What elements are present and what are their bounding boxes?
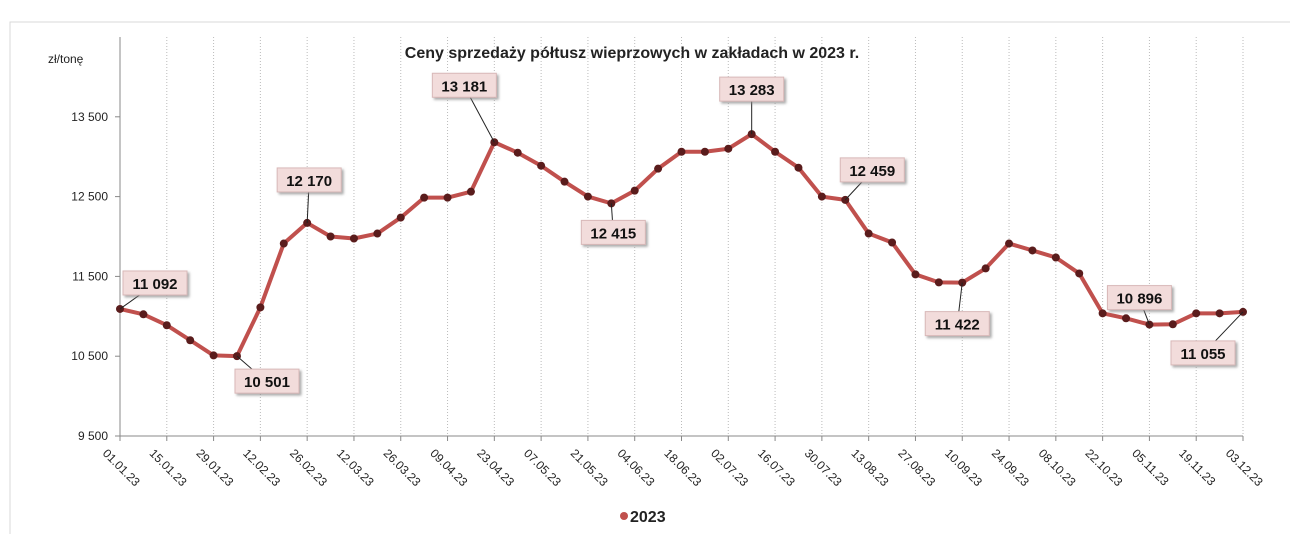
point [560,177,569,186]
point [1051,253,1060,262]
point [1005,239,1014,248]
point [209,351,218,360]
y-axis-label: zł/tonę [48,52,84,66]
chart-border [9,21,1290,539]
x-tick-label: 19.11.23 [1176,446,1219,489]
label-box [276,167,342,193]
label-box [431,72,497,98]
point [466,187,475,196]
y-tick-label: 13 500 [71,110,108,124]
x-tick-label: 02.07.23 [708,446,751,489]
label-box [1170,340,1236,366]
y-tick-label: 10 500 [71,349,108,363]
x-tick-label: 15.01.23 [147,446,190,489]
data-label: 12 459 [849,163,895,180]
point [864,229,873,238]
x-tick-label: 12.02.23 [240,446,283,489]
point [1075,269,1084,278]
data-label: 11 422 [935,317,980,334]
data-label: 13 283 [729,82,775,99]
point [279,239,288,248]
x-tick-label: 05.11.23 [1129,446,1172,489]
point [981,264,990,273]
x-tick-label: 08.10.23 [1036,446,1079,489]
x-tick-label: 18.06.23 [661,446,704,489]
x-tick-label: 23.04.23 [474,446,517,489]
point [162,321,171,330]
point [1192,309,1201,318]
y-tick-label: 12 500 [71,190,108,204]
y-tick-label: 11 500 [72,269,108,283]
data-label: 12 170 [286,173,332,190]
x-tick-label: 26.02.23 [287,446,330,489]
point [373,229,382,238]
point [724,144,733,153]
point [771,147,780,156]
x-tick-label: 26.03.23 [381,446,424,489]
data-label: 10 896 [1116,291,1162,308]
x-tick-label: 01.01.23 [100,446,143,489]
point [326,232,335,241]
x-tick-label: 09.04.23 [427,446,470,489]
point [513,148,522,157]
data-label: 12 415 [590,225,636,242]
label-box [234,368,300,394]
point [349,234,358,243]
point [1098,309,1107,318]
legend-label: 2023 [630,509,666,526]
x-tick-label: 13.08.23 [849,446,892,489]
x-tick-label: 22.10.23 [1083,446,1126,489]
point [817,192,826,201]
x-tick-label: 04.06.23 [615,446,658,489]
label-box [719,76,785,102]
legend-marker [620,512,628,520]
point [700,147,709,156]
point [443,193,452,202]
label-box [122,270,188,296]
x-tick-label: 29.01.23 [193,446,236,489]
point [911,270,920,279]
point [888,238,897,247]
data-label: 11 055 [1180,346,1225,363]
x-tick-label: 21.05.23 [568,446,611,489]
point [1028,246,1037,255]
point [420,193,429,202]
point [1215,309,1224,318]
point [1168,320,1177,329]
point [537,161,546,170]
data-label: 13 181 [441,78,487,95]
data-label: 10 501 [244,374,290,391]
point [186,336,195,345]
x-tick-label: 24.09.23 [989,446,1032,489]
point [396,213,405,222]
label-box [924,311,990,337]
x-tick-label: 10.09.23 [942,446,985,489]
x-tick-label: 30.07.23 [802,446,845,489]
y-tick-label: 9 500 [78,429,108,443]
x-tick-label: 07.05.23 [521,446,564,489]
point [794,163,803,172]
chart-title: Ceny sprzedaży półtusz wieprzowych w zak… [405,45,859,62]
label-box [1106,285,1172,311]
point [934,278,943,287]
point [583,192,592,201]
x-tick-label: 12.03.23 [334,446,377,489]
label-box [580,219,646,245]
point [256,303,265,312]
x-tick-label: 27.08.23 [895,446,938,489]
point [654,164,663,173]
point [630,186,639,195]
x-tick-label: 16.07.23 [755,446,798,489]
point [139,310,148,319]
x-tick-label: 03.12.23 [1223,446,1266,489]
point [677,147,686,156]
data-label: 11 092 [132,276,177,293]
point [1122,314,1131,323]
label-box [839,157,905,183]
